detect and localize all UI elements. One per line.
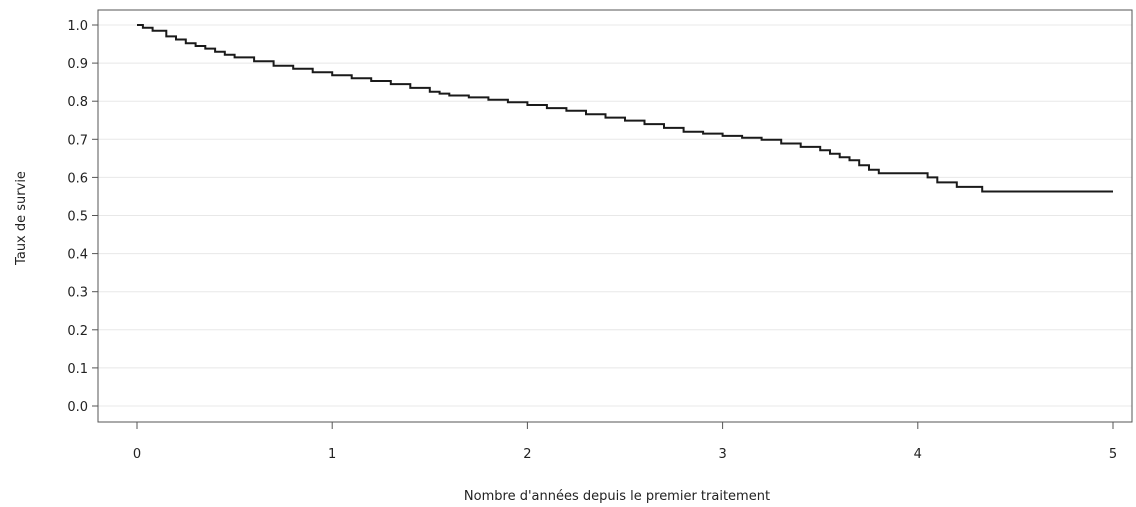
series-layer [137, 24, 1113, 193]
x-tick-label: 1 [328, 447, 336, 462]
y-tick-label: 0.4 [67, 248, 88, 263]
y-tick-label: 0.5 [67, 210, 88, 225]
y-tick-label: 1.0 [67, 19, 88, 34]
y-tick-label: 0.7 [67, 133, 88, 148]
axes: 0.0 0.1 0.2 0.3 0.4 0.5 0.6 0.7 0.8 0.9 1.0 0 1 2 3 4 5 [67, 19, 1117, 462]
y-tick-label: 0.0 [67, 400, 88, 415]
x-tick-label: 0 [133, 447, 141, 462]
y-tick-label: 0.9 [67, 57, 88, 72]
x-axis-title: Nombre d'années depuis le premier traite… [464, 489, 770, 504]
y-tick-label: 0.1 [67, 362, 88, 377]
y-tick-label: 0.3 [67, 286, 88, 301]
x-tick-label: 5 [1109, 447, 1117, 462]
y-tick-label: 0.8 [67, 95, 88, 110]
y-tick-label: 0.6 [67, 171, 88, 186]
survival-curve [137, 24, 1113, 193]
y-tick-label: 0.2 [67, 324, 88, 339]
x-tick-label: 2 [523, 447, 531, 462]
y-axis-title: Taux de survie [14, 171, 29, 266]
x-tick-label: 4 [914, 447, 922, 462]
gridlines [98, 24, 1132, 407]
x-tick-label: 3 [718, 447, 726, 462]
